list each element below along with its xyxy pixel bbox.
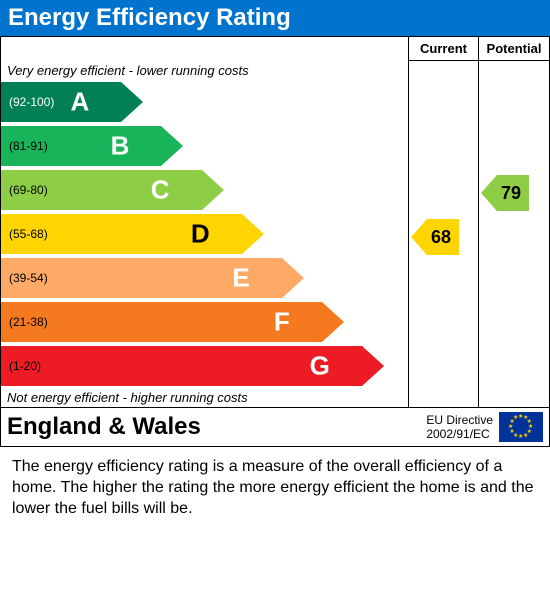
band-bar: (81-91) B: [1, 126, 161, 166]
current-value: 68: [427, 219, 459, 255]
caption-top: Very energy efficient - lower running co…: [1, 61, 408, 80]
bands-list: (92-100) A (81-91) B (69-80) C (55-68) D (39-54)…: [1, 80, 408, 388]
arrow-tip-icon: [481, 175, 497, 211]
band-bar: (69-80) C: [1, 170, 202, 210]
current-header: Current: [409, 37, 478, 61]
chevron-right-icon: [282, 258, 304, 298]
directive-line2: 2002/91/EC: [426, 427, 493, 441]
band-letter: G: [310, 351, 330, 382]
band-range: (1-20): [1, 359, 41, 373]
epc-chart-container: Energy Efficiency Rating . Very energy e…: [0, 0, 550, 529]
current-value-arrow: 68: [411, 219, 459, 255]
band-letter: E: [232, 263, 249, 294]
band-range: (92-100): [1, 95, 54, 109]
band-row-e: (39-54) E: [1, 256, 408, 300]
potential-column: Potential 79: [479, 37, 549, 407]
potential-value-arrow: 79: [481, 175, 529, 211]
chart-area: . Very energy efficient - lower running …: [0, 36, 550, 408]
chevron-right-icon: [121, 82, 143, 122]
bands-column: . Very energy efficient - lower running …: [1, 37, 409, 407]
title-bar: Energy Efficiency Rating: [0, 0, 550, 36]
band-row-b: (81-91) B: [1, 124, 408, 168]
star-icon: ★: [513, 414, 518, 421]
band-bar: (39-54) E: [1, 258, 282, 298]
band-bar: (92-100) A: [1, 82, 121, 122]
band-bar: (21-38) F: [1, 302, 322, 342]
band-letter: A: [71, 87, 90, 118]
arrow-tip-icon: [411, 219, 427, 255]
band-range: (69-80): [1, 183, 48, 197]
band-letter: D: [191, 219, 210, 250]
band-row-a: (92-100) A: [1, 80, 408, 124]
current-column: Current 68: [409, 37, 479, 407]
footer-region: England & Wales: [7, 413, 426, 441]
band-range: (55-68): [1, 227, 48, 241]
directive-line1: EU Directive: [426, 413, 493, 427]
band-bar: (1-20) G: [1, 346, 362, 386]
star-icon: ★: [518, 433, 523, 440]
chevron-right-icon: [322, 302, 344, 342]
chevron-right-icon: [242, 214, 264, 254]
band-letter: B: [111, 131, 130, 162]
band-range: (39-54): [1, 271, 48, 285]
footer-row: England & Wales EU Directive 2002/91/EC …: [0, 408, 550, 447]
star-icon: ★: [523, 432, 528, 439]
chevron-right-icon: [202, 170, 224, 210]
potential-header: Potential: [479, 37, 549, 61]
chevron-right-icon: [161, 126, 183, 166]
description-text: The energy efficiency rating is a measur…: [0, 447, 550, 529]
band-row-g: (1-20) G: [1, 344, 408, 388]
potential-value: 79: [497, 175, 529, 211]
band-range: (21-38): [1, 315, 48, 329]
band-range: (81-91): [1, 139, 48, 153]
caption-bottom: Not energy efficient - higher running co…: [1, 388, 408, 407]
eu-flag-icon: ★★★★★★★★★★★★: [499, 412, 543, 442]
band-bar: (55-68) D: [1, 214, 242, 254]
band-row-c: (69-80) C: [1, 168, 408, 212]
band-letter: F: [274, 307, 290, 338]
chevron-right-icon: [362, 346, 384, 386]
band-row-d: (55-68) D: [1, 212, 408, 256]
band-row-f: (21-38) F: [1, 300, 408, 344]
footer-directive: EU Directive 2002/91/EC: [426, 413, 493, 442]
band-letter: C: [151, 175, 170, 206]
